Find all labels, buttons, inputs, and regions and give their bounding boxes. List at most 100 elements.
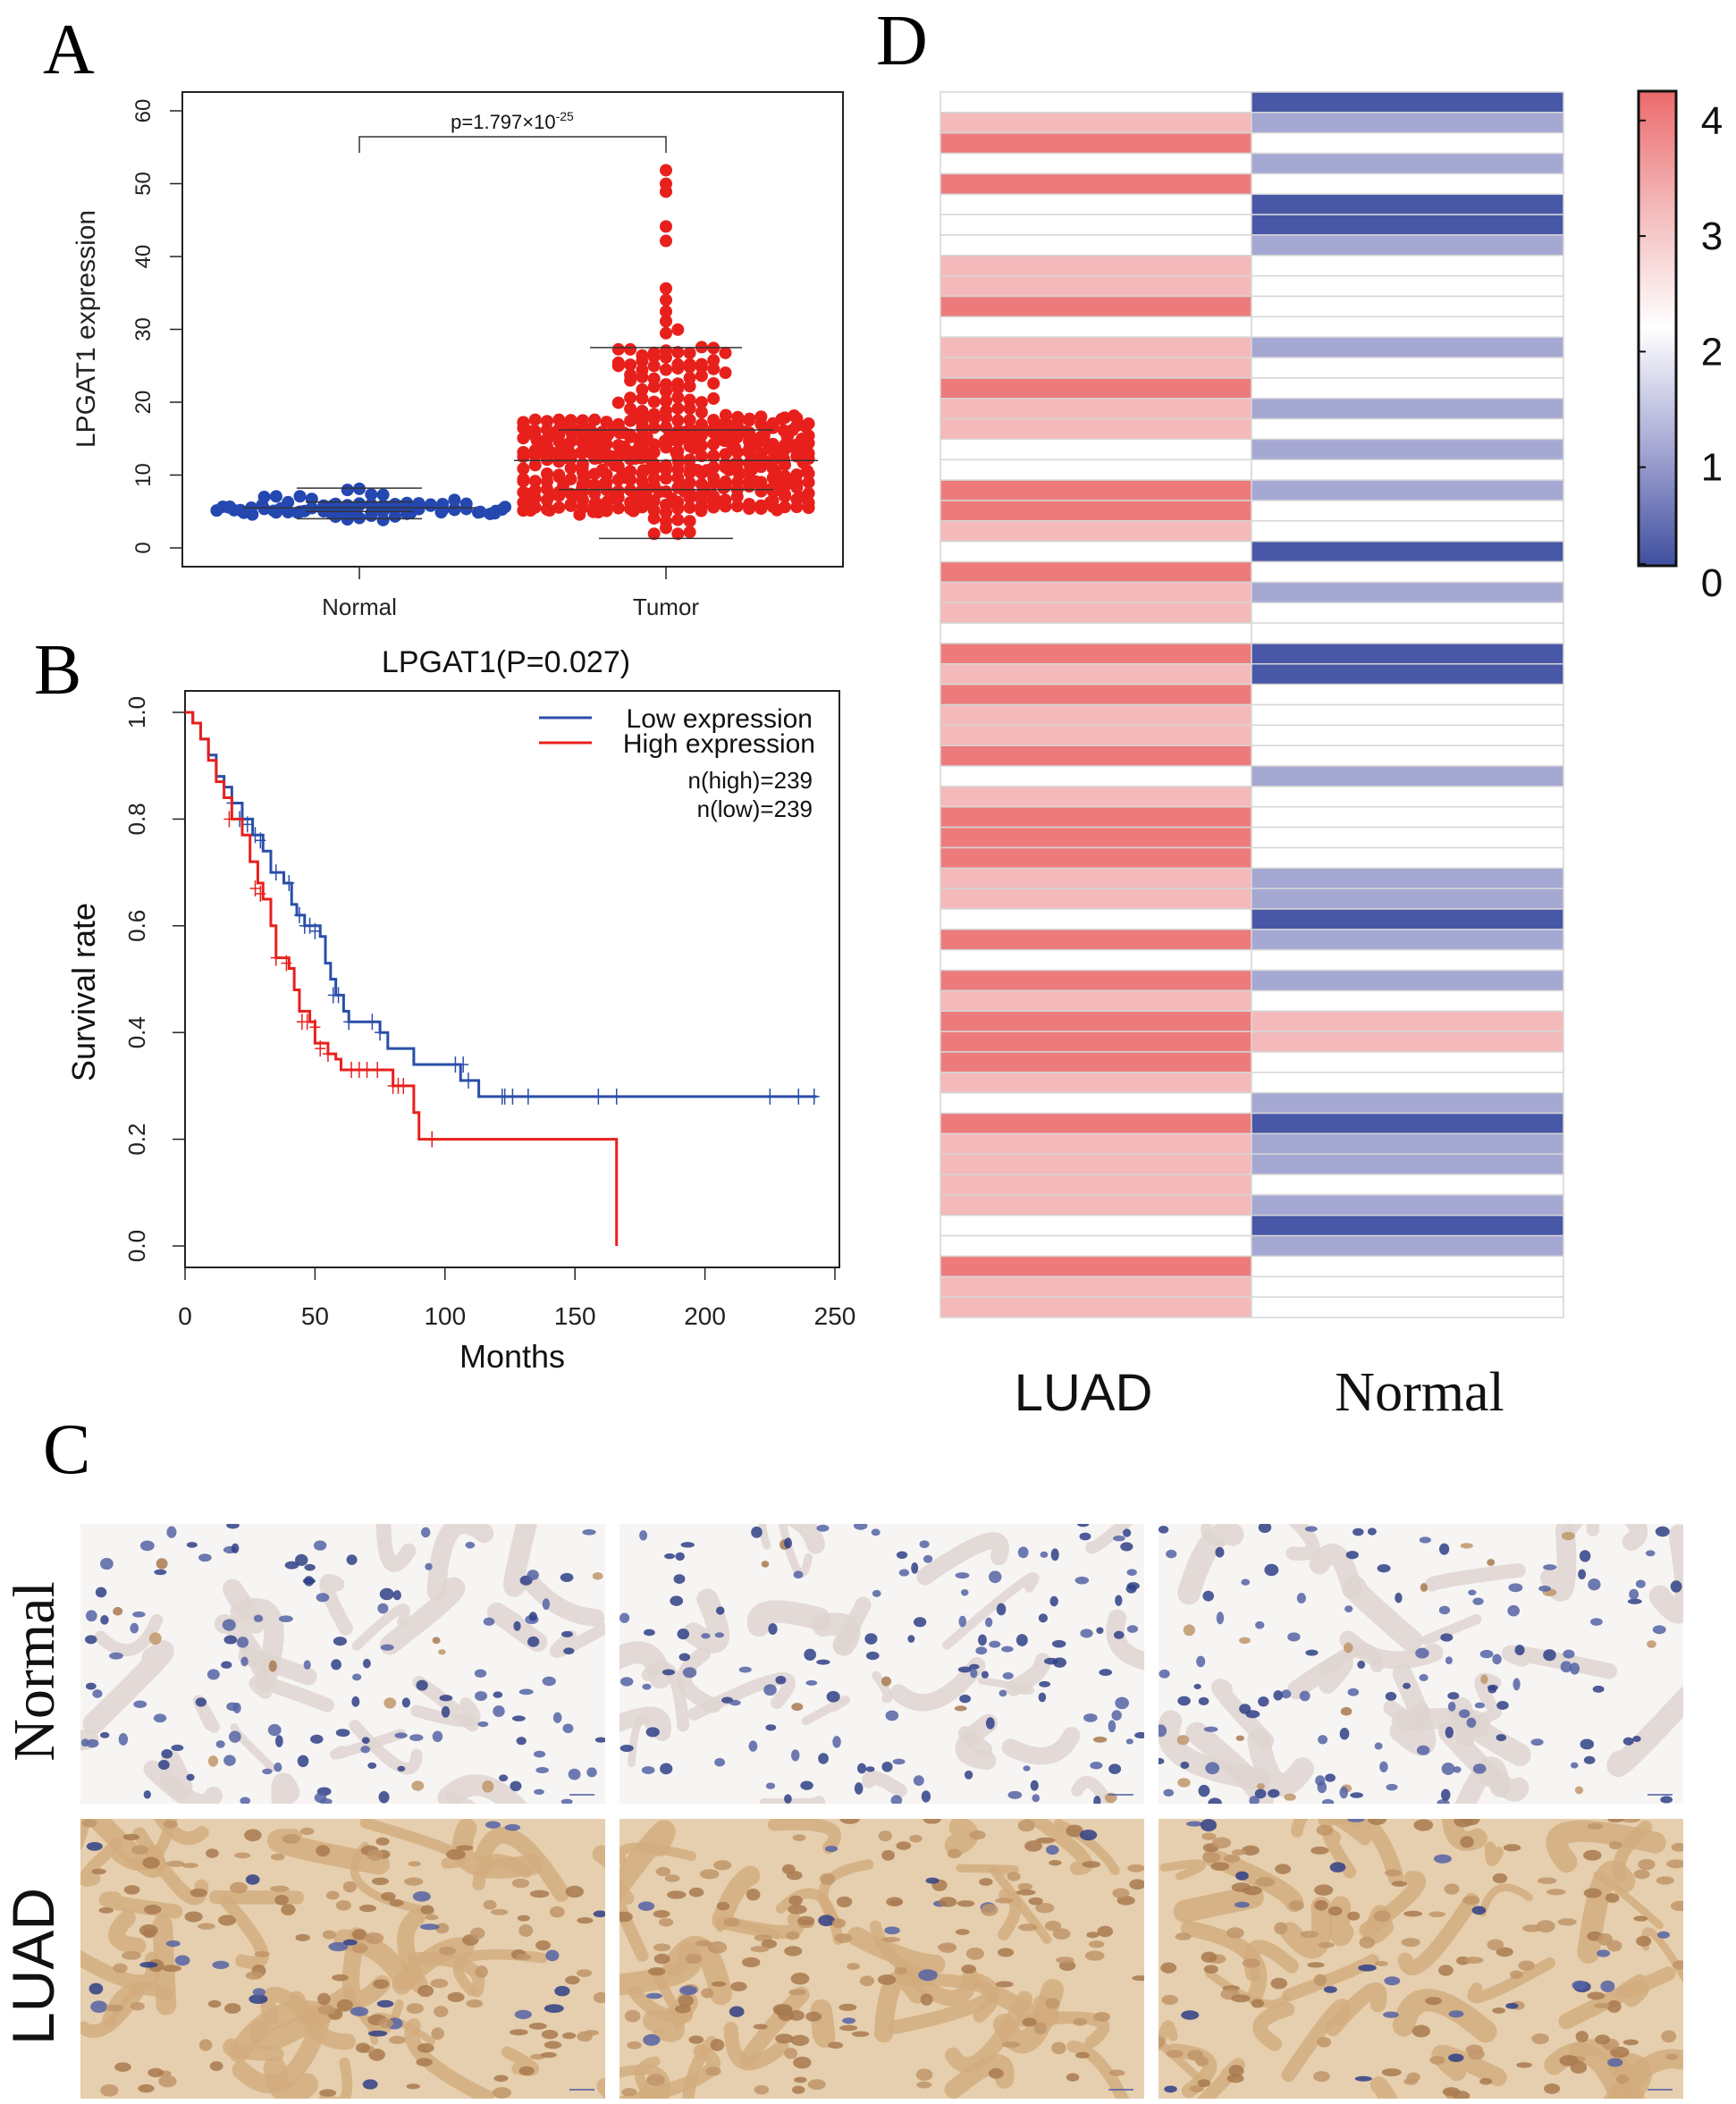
cell-nucleus (209, 2061, 223, 2072)
tumor-point (719, 422, 732, 435)
cell-nucleus (1583, 1755, 1596, 1764)
cell-nucleus (186, 1542, 198, 1548)
cell-nucleus (1415, 1647, 1429, 1659)
cell-nucleus (1051, 2041, 1066, 2055)
cell-nucleus (516, 1953, 532, 1961)
cell-nucleus (1386, 1783, 1398, 1791)
cell-nucleus (705, 2066, 721, 2076)
cell-nucleus (729, 2006, 745, 2017)
cell-nucleus (1516, 2062, 1532, 2068)
cell-nucleus (1379, 1761, 1388, 1772)
cell-nucleus (1463, 1957, 1484, 1964)
plot-frame (184, 690, 840, 1268)
cell-nucleus (765, 1724, 777, 1731)
cell-nucleus (1079, 1829, 1098, 1841)
tissue-strand (955, 1713, 999, 1771)
cell-nucleus (1123, 1528, 1132, 1537)
tissue-strand (472, 1854, 534, 1891)
cell-nucleus (1208, 1797, 1222, 1804)
cell-nucleus (143, 1789, 151, 1799)
heatmap-cell-normal (1251, 131, 1564, 155)
tissue-strand (1467, 1957, 1556, 2004)
cell-nucleus (1066, 1824, 1083, 1838)
cell-nucleus (954, 1705, 967, 1712)
cell-nucleus (1313, 2071, 1330, 2083)
x-tick-label: 250 (814, 1302, 856, 1330)
tumor-point (671, 391, 685, 404)
normal-point (223, 501, 237, 514)
tumor-point (576, 459, 589, 473)
cell-nucleus (157, 1759, 170, 1771)
tissue-strand (486, 1602, 548, 1653)
cell-nucleus (1001, 1645, 1014, 1653)
cell-nucleus (1605, 1893, 1620, 1903)
heatmap-cell-normal (1251, 255, 1564, 277)
cell-nucleus (1287, 1632, 1301, 1642)
cell-nucleus (295, 1933, 310, 1941)
cell-nucleus (408, 1861, 421, 1867)
tissue-strand (652, 1972, 685, 2042)
tumor-point (671, 527, 685, 541)
cell-nucleus (1671, 1842, 1683, 1852)
cell-nucleus (885, 1710, 899, 1721)
cell-nucleus (1472, 1763, 1487, 1774)
cell-nucleus (1381, 2068, 1402, 2077)
panel-c-ihc: Normal LUAD (0, 1524, 1683, 2099)
cell-nucleus (1656, 1876, 1674, 1885)
cell-nucleus (1441, 1762, 1455, 1775)
cell-nucleus (832, 1918, 847, 1929)
cell-nucleus (560, 1572, 574, 1582)
x-axis: Normal Tumor (322, 567, 699, 620)
panel-b-survival: LPGAT1(P=0.027) 0 50 100 150 200 250 0.0 0.2 0.4… (65, 645, 855, 1375)
cell-nucleus (784, 1946, 803, 1957)
heatmap-cell-normal (1251, 846, 1564, 870)
cell-nucleus (1296, 1593, 1306, 1603)
cell-nucleus (1465, 2044, 1484, 2055)
cell-nucleus (485, 1821, 501, 1829)
heatmap-cell-normal (1251, 1255, 1564, 1278)
column-label-luad: LUAD (1015, 1364, 1153, 1422)
cell-nucleus (1007, 1790, 1023, 1799)
tumor-point (595, 463, 609, 476)
cell-nucleus (230, 1881, 248, 1894)
tumor-point (754, 410, 768, 424)
cell-nucleus (465, 1542, 476, 1549)
tissue-strand (1593, 1871, 1664, 1930)
tissue-strand (351, 1603, 410, 1651)
cell-nucleus (995, 1981, 1014, 1988)
heatmap-cell-normal (1251, 438, 1564, 461)
heatmap-cell-luad (940, 560, 1252, 584)
cell-nucleus (1198, 1784, 1210, 1797)
tissue-strand (801, 1695, 851, 1726)
tissue-strand (319, 1574, 353, 1636)
y-axis-label: LPGAT1 expression (72, 210, 101, 448)
heatmap-cell-normal (1251, 1194, 1564, 1216)
cell-nucleus (1505, 2002, 1519, 2009)
cell-nucleus (207, 1755, 219, 1767)
tumor-point (763, 441, 776, 454)
cell-nucleus (624, 2009, 641, 2023)
cell-nucleus (1672, 1960, 1683, 1970)
tumor-point (517, 432, 530, 445)
cell-nucleus (483, 1899, 497, 1910)
column-label-normal: Normal (1335, 1362, 1504, 1423)
cell-nucleus (1108, 1763, 1122, 1774)
cell-nucleus (925, 1877, 940, 1884)
tumor-point (636, 383, 649, 396)
cell-nucleus (1563, 1649, 1575, 1659)
tumor-point (592, 451, 605, 465)
ihc-image-normal (1159, 1524, 1683, 1804)
cell-nucleus (1395, 1592, 1403, 1603)
cell-nucleus (1559, 2055, 1579, 2066)
cell-nucleus (367, 1762, 377, 1769)
cell-nucleus (1627, 1598, 1642, 1604)
cell-nucleus (786, 1931, 800, 1940)
tumor-point (660, 220, 672, 233)
cell-nucleus (1112, 1888, 1130, 1898)
heatmap-cell-normal (1251, 806, 1564, 829)
cell-nucleus (270, 1885, 290, 1892)
cell-nucleus (1203, 1965, 1218, 1974)
cell-nucleus (425, 1914, 439, 1921)
cell-nucleus (1132, 1975, 1144, 1982)
